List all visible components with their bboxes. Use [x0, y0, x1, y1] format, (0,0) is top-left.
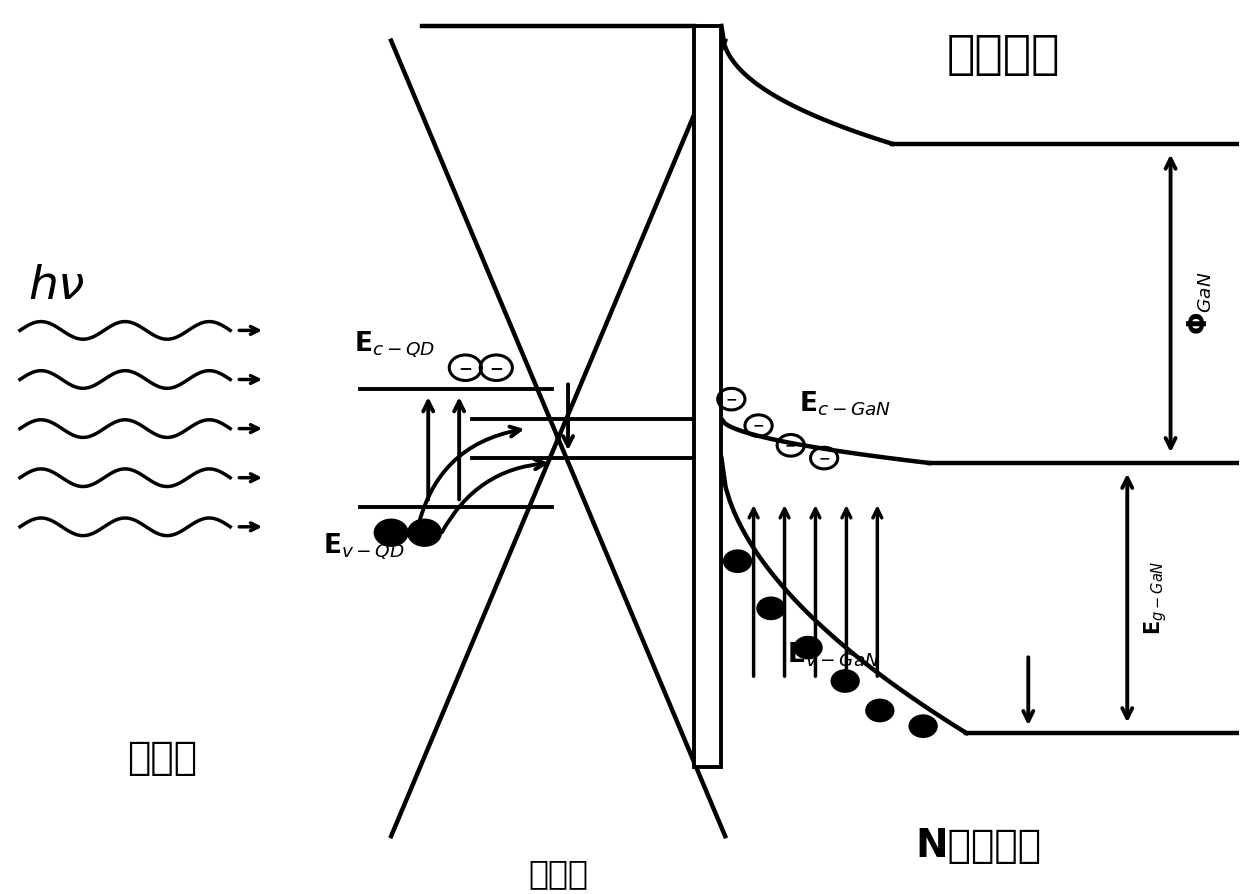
- Text: E$_{c-QD}$: E$_{c-QD}$: [353, 330, 435, 360]
- Circle shape: [832, 670, 859, 692]
- Text: E$_{v-GaN}$: E$_{v-GaN}$: [787, 640, 880, 669]
- Text: N型氮化镑: N型氮化镑: [915, 827, 1042, 865]
- Text: E$_{v-QD}$: E$_{v-QD}$: [324, 531, 404, 561]
- Text: −: −: [459, 358, 472, 376]
- Circle shape: [795, 637, 822, 658]
- Circle shape: [408, 520, 440, 545]
- Text: E$_{c-GaN}$: E$_{c-GaN}$: [800, 390, 892, 418]
- Text: Δ$_g$: Δ$_g$: [691, 425, 718, 451]
- Text: −: −: [785, 438, 796, 452]
- Text: −: −: [753, 418, 764, 433]
- Circle shape: [909, 715, 936, 737]
- Text: −: −: [818, 451, 830, 465]
- Text: E$_{g-GaN}$: E$_{g-GaN}$: [1142, 561, 1169, 636]
- Text: 石墨烯: 石墨烯: [528, 857, 588, 890]
- Bar: [694, 26, 722, 767]
- Circle shape: [374, 520, 407, 545]
- Text: 真空能级: 真空能级: [947, 33, 1060, 78]
- Text: $h\nu$: $h\nu$: [29, 264, 86, 308]
- Text: −: −: [725, 392, 737, 406]
- Circle shape: [724, 551, 751, 572]
- Circle shape: [758, 597, 785, 620]
- Circle shape: [867, 700, 894, 721]
- Text: Φ$_{GaN}$: Φ$_{GaN}$: [1185, 272, 1214, 335]
- Text: −: −: [490, 358, 503, 376]
- Text: 量子点: 量子点: [128, 738, 197, 777]
